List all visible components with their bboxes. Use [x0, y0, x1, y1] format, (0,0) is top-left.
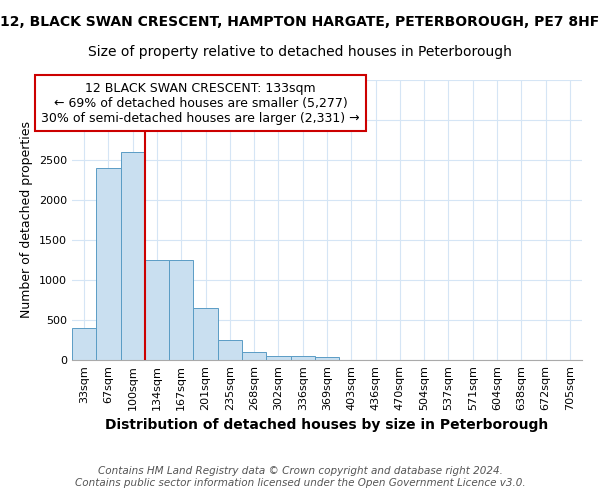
X-axis label: Distribution of detached houses by size in Peterborough: Distribution of detached houses by size …	[106, 418, 548, 432]
Bar	[266, 356, 290, 360]
Text: 12 BLACK SWAN CRESCENT: 133sqm
← 69% of detached houses are smaller (5,277)
30% : 12 BLACK SWAN CRESCENT: 133sqm ← 69% of …	[41, 82, 360, 124]
Bar	[290, 356, 315, 360]
Bar	[242, 352, 266, 360]
Bar	[193, 308, 218, 360]
Bar	[218, 340, 242, 360]
Bar	[72, 328, 96, 360]
Bar	[96, 168, 121, 360]
Bar	[169, 260, 193, 360]
Bar	[315, 357, 339, 360]
Bar	[145, 260, 169, 360]
Text: Contains HM Land Registry data © Crown copyright and database right 2024.
Contai: Contains HM Land Registry data © Crown c…	[74, 466, 526, 487]
Text: 12, BLACK SWAN CRESCENT, HAMPTON HARGATE, PETERBOROUGH, PE7 8HF: 12, BLACK SWAN CRESCENT, HAMPTON HARGATE…	[1, 15, 599, 29]
Text: Size of property relative to detached houses in Peterborough: Size of property relative to detached ho…	[88, 45, 512, 59]
Bar	[121, 152, 145, 360]
Y-axis label: Number of detached properties: Number of detached properties	[20, 122, 34, 318]
